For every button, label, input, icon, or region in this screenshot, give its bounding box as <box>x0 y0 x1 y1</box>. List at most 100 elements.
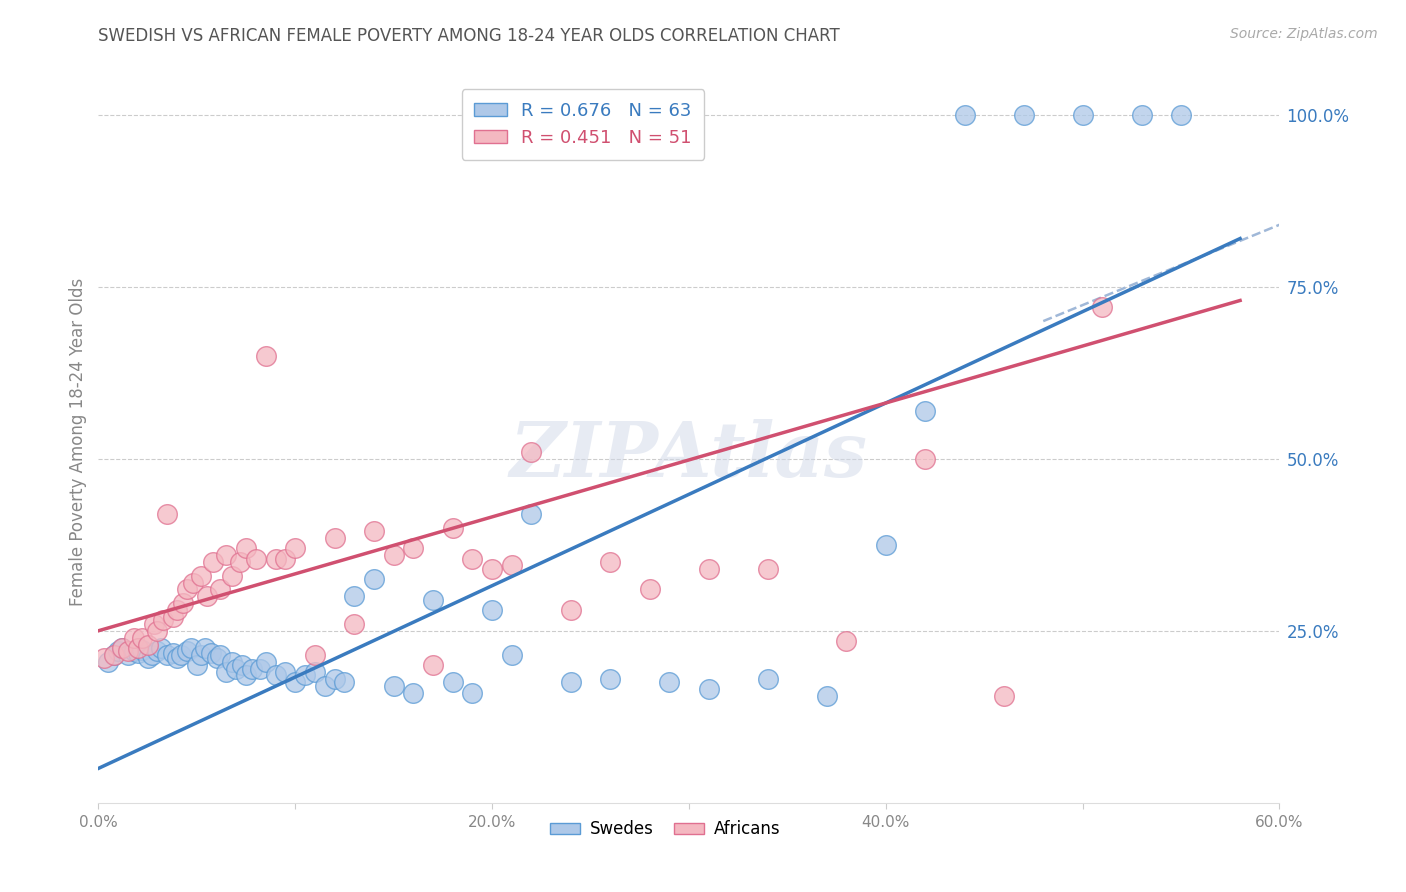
Point <box>638 582 661 597</box>
Text: Source: ZipAtlas.com: Source: ZipAtlas.com <box>1230 27 1378 41</box>
Point <box>166 651 188 665</box>
Point <box>953 108 976 122</box>
Point <box>402 541 425 556</box>
Point <box>501 558 523 573</box>
Point <box>195 590 218 604</box>
Point <box>756 562 779 576</box>
Point <box>205 651 228 665</box>
Point <box>1012 108 1035 122</box>
Point <box>162 610 184 624</box>
Legend: Swedes, Africans: Swedes, Africans <box>543 814 787 845</box>
Point <box>343 616 366 631</box>
Point <box>254 655 277 669</box>
Point <box>93 651 115 665</box>
Point <box>501 648 523 662</box>
Point <box>190 568 212 582</box>
Point <box>314 679 336 693</box>
Point <box>235 668 257 682</box>
Point <box>304 648 326 662</box>
Point <box>1170 108 1192 122</box>
Point <box>156 507 179 521</box>
Point <box>201 555 224 569</box>
Point <box>146 624 169 638</box>
Point <box>131 631 153 645</box>
Point <box>993 689 1015 703</box>
Point <box>756 672 779 686</box>
Point <box>264 551 287 566</box>
Point <box>1091 301 1114 315</box>
Point <box>249 662 271 676</box>
Point <box>343 590 366 604</box>
Point <box>136 638 159 652</box>
Point <box>323 672 346 686</box>
Point <box>382 548 405 562</box>
Point <box>274 665 297 679</box>
Text: SWEDISH VS AFRICAN FEMALE POVERTY AMONG 18-24 YEAR OLDS CORRELATION CHART: SWEDISH VS AFRICAN FEMALE POVERTY AMONG … <box>98 27 841 45</box>
Point <box>107 644 129 658</box>
Point <box>520 507 543 521</box>
Point <box>697 682 720 697</box>
Point <box>215 665 238 679</box>
Point <box>304 665 326 679</box>
Point <box>254 349 277 363</box>
Point <box>176 644 198 658</box>
Point <box>122 644 145 658</box>
Point <box>284 675 307 690</box>
Point <box>441 520 464 534</box>
Point <box>363 524 385 538</box>
Point <box>815 689 838 703</box>
Point <box>1130 108 1153 122</box>
Point <box>697 562 720 576</box>
Point <box>441 675 464 690</box>
Point <box>231 658 253 673</box>
Point <box>875 538 897 552</box>
Text: ZIPAtlas: ZIPAtlas <box>510 419 868 493</box>
Point <box>152 614 174 628</box>
Point <box>170 648 193 662</box>
Point <box>481 562 503 576</box>
Point <box>294 668 316 682</box>
Point <box>422 658 444 673</box>
Point <box>209 648 232 662</box>
Point <box>461 551 484 566</box>
Point <box>245 551 267 566</box>
Point <box>382 679 405 693</box>
Point <box>180 640 202 655</box>
Point <box>127 640 149 655</box>
Point <box>235 541 257 556</box>
Point <box>323 531 346 545</box>
Point <box>240 662 263 676</box>
Point <box>156 648 179 662</box>
Point <box>176 582 198 597</box>
Point <box>103 648 125 662</box>
Y-axis label: Female Poverty Among 18-24 Year Olds: Female Poverty Among 18-24 Year Olds <box>69 277 87 606</box>
Point <box>141 648 163 662</box>
Point <box>658 675 681 690</box>
Point <box>914 451 936 466</box>
Point <box>190 648 212 662</box>
Point <box>117 644 139 658</box>
Point <box>835 634 858 648</box>
Point <box>274 551 297 566</box>
Point <box>225 662 247 676</box>
Point <box>200 646 222 660</box>
Point <box>914 403 936 417</box>
Point <box>333 675 356 690</box>
Point <box>122 631 145 645</box>
Point <box>560 603 582 617</box>
Point <box>560 675 582 690</box>
Point <box>103 648 125 662</box>
Point <box>127 646 149 660</box>
Point <box>264 668 287 682</box>
Point <box>146 644 169 658</box>
Point <box>186 658 208 673</box>
Point <box>97 655 120 669</box>
Point <box>136 651 159 665</box>
Point <box>215 548 238 562</box>
Point <box>172 596 194 610</box>
Point <box>150 640 173 655</box>
Point <box>194 640 217 655</box>
Point <box>520 445 543 459</box>
Point <box>422 592 444 607</box>
Point <box>111 640 134 655</box>
